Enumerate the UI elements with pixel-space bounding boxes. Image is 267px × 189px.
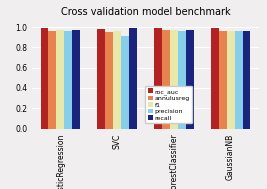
Bar: [211, 28, 219, 129]
Bar: [56, 30, 64, 129]
Bar: [219, 32, 227, 129]
Bar: [162, 30, 170, 129]
Bar: [97, 29, 105, 129]
Bar: [105, 32, 113, 129]
Bar: [121, 36, 129, 129]
Bar: [170, 30, 178, 129]
Bar: [129, 28, 137, 129]
Bar: [64, 31, 72, 129]
Bar: [154, 28, 162, 129]
Title: Cross validation model benchmark: Cross validation model benchmark: [61, 7, 230, 17]
Bar: [178, 31, 186, 129]
Bar: [41, 28, 49, 129]
Bar: [113, 31, 121, 129]
Bar: [49, 31, 56, 129]
Bar: [186, 29, 194, 129]
Bar: [235, 31, 242, 129]
Bar: [72, 30, 80, 129]
Bar: [227, 31, 235, 129]
Bar: [242, 31, 250, 129]
Legend: roc_auc, annulusreg, f1, precision, recall: roc_auc, annulusreg, f1, precision, reca…: [145, 86, 192, 123]
